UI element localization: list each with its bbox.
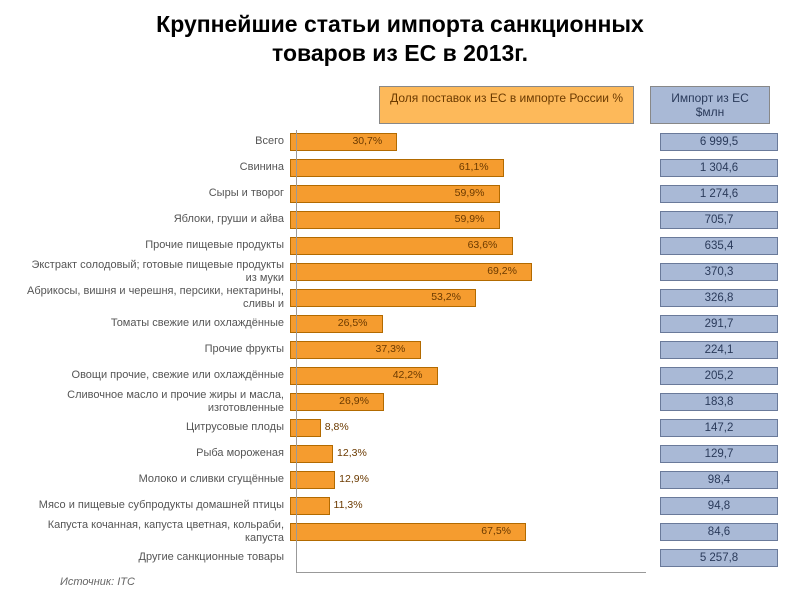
value-box: 183,8 bbox=[660, 393, 778, 411]
chart-row: Прочие фрукты 37,3% 224,1 bbox=[20, 338, 780, 362]
value-box: 98,4 bbox=[660, 471, 778, 489]
chart-row: Сыры и творог 59,9% 1 274,6 bbox=[20, 182, 780, 206]
bar-area: 59,9% bbox=[290, 211, 640, 229]
value-box: 370,3 bbox=[660, 263, 778, 281]
category-label: Всего bbox=[20, 135, 290, 147]
bar-value-label: 37,3% bbox=[376, 343, 406, 355]
category-label: Цитрусовые плоды bbox=[20, 421, 290, 433]
bar-area: 42,2% bbox=[290, 367, 640, 385]
category-label: Овощи прочие, свежие или охлаждённые bbox=[20, 369, 290, 381]
chart-row: Прочие пищевые продукты 63,6% 635,4 bbox=[20, 234, 780, 258]
bar-value-label: 67,5% bbox=[481, 525, 511, 537]
category-label: Свинина bbox=[20, 161, 290, 173]
chart-row: Абрикосы, вишня и черешня, персики, нект… bbox=[20, 286, 780, 310]
category-label: Рыба мороженая bbox=[20, 447, 290, 459]
chart-row: Экстракт солодовый; готовые пищевые прод… bbox=[20, 260, 780, 284]
title-line-2: товаров из ЕС в 2013г. bbox=[272, 40, 528, 66]
chart-row: Молоко и сливки сгущённые 12,9% 98,4 bbox=[20, 468, 780, 492]
bar-area: 30,7% bbox=[290, 133, 640, 151]
x-axis bbox=[296, 572, 646, 574]
category-label: Другие санкционные товары bbox=[20, 551, 290, 563]
bar-area: 67,5% bbox=[290, 523, 640, 541]
chart-row: Свинина 61,1% 1 304,6 bbox=[20, 156, 780, 180]
value-box: 84,6 bbox=[660, 523, 778, 541]
category-label: Экстракт солодовый; готовые пищевые прод… bbox=[20, 259, 290, 283]
bar-chart: Всего 30,7% 6 999,5 Свинина 61,1% 1 304,6 Сыры… bbox=[20, 130, 780, 570]
value-box: 705,7 bbox=[660, 211, 778, 229]
category-label: Томаты свежие или охлаждённые bbox=[20, 317, 290, 329]
chart-title: Крупнейшие статьи импорта санкционных то… bbox=[30, 10, 770, 68]
chart-row: Томаты свежие или охлаждённые 26,5% 291,7 bbox=[20, 312, 780, 336]
bar-area: 8,8% bbox=[290, 419, 640, 437]
bar-value-label: 42,2% bbox=[393, 369, 423, 381]
bar-value-label: 8,8% bbox=[325, 421, 349, 433]
chart-row: Сливочное масло и прочие жиры и масла, и… bbox=[20, 390, 780, 414]
value-box: 326,8 bbox=[660, 289, 778, 307]
bar-value-label: 11,3% bbox=[334, 499, 363, 511]
value-box: 94,8 bbox=[660, 497, 778, 515]
bar-value-label: 59,9% bbox=[455, 187, 485, 199]
bar-area: 69,2% bbox=[290, 263, 640, 281]
bar-value-label: 26,5% bbox=[338, 317, 368, 329]
chart-row: Капуста кочанная, капуста цветная, кольр… bbox=[20, 520, 780, 544]
title-line-1: Крупнейшие статьи импорта санкционных bbox=[156, 11, 644, 37]
bar-area: 26,9% bbox=[290, 393, 640, 411]
value-box: 1 274,6 bbox=[660, 185, 778, 203]
bar-value-label: 59,9% bbox=[455, 213, 485, 225]
bar-value-label: 63,6% bbox=[468, 239, 498, 251]
chart-row: Яблоки, груши и айва 59,9% 705,7 bbox=[20, 208, 780, 232]
legend: Доля поставок из ЕС в импорте России % И… bbox=[0, 86, 800, 124]
bar-area: 12,9% bbox=[290, 471, 640, 489]
bar bbox=[290, 419, 321, 437]
y-axis bbox=[296, 130, 297, 572]
bar-value-label: 30,7% bbox=[352, 135, 382, 147]
value-box: 6 999,5 bbox=[660, 133, 778, 151]
value-box: 224,1 bbox=[660, 341, 778, 359]
value-box: 147,2 bbox=[660, 419, 778, 437]
chart-row: Всего 30,7% 6 999,5 bbox=[20, 130, 780, 154]
chart-row: Овощи прочие, свежие или охлаждённые 42,2… bbox=[20, 364, 780, 388]
category-label: Прочие пищевые продукты bbox=[20, 239, 290, 251]
category-label: Сливочное масло и прочие жиры и масла, и… bbox=[20, 389, 290, 413]
chart-row: Рыба мороженая 12,3% 129,7 bbox=[20, 442, 780, 466]
bar-value-label: 53,2% bbox=[431, 291, 461, 303]
chart-row: Цитрусовые плоды 8,8% 147,2 bbox=[20, 416, 780, 440]
bar-value-label: 69,2% bbox=[487, 265, 517, 277]
bar-area bbox=[290, 549, 640, 567]
bar-area: 59,9% bbox=[290, 185, 640, 203]
value-box: 205,2 bbox=[660, 367, 778, 385]
bar-value-label: 12,9% bbox=[339, 473, 369, 485]
bar-value-label: 12,3% bbox=[337, 447, 367, 459]
category-label: Яблоки, груши и айва bbox=[20, 213, 290, 225]
bar-value-label: 61,1% bbox=[459, 161, 489, 173]
category-label: Прочие фрукты bbox=[20, 343, 290, 355]
value-box: 635,4 bbox=[660, 237, 778, 255]
category-label: Молоко и сливки сгущённые bbox=[20, 473, 290, 485]
category-label: Мясо и пищевые субпродукты домашней птиц… bbox=[20, 499, 290, 511]
value-box: 291,7 bbox=[660, 315, 778, 333]
bar-value-label: 26,9% bbox=[339, 395, 369, 407]
value-box: 129,7 bbox=[660, 445, 778, 463]
category-label: Абрикосы, вишня и черешня, персики, нект… bbox=[20, 285, 290, 309]
category-label: Сыры и творог bbox=[20, 187, 290, 199]
legend-orange: Доля поставок из ЕС в импорте России % bbox=[379, 86, 634, 124]
bar-area: 61,1% bbox=[290, 159, 640, 177]
bar bbox=[290, 315, 383, 333]
chart-row: Мясо и пищевые субпродукты домашней птиц… bbox=[20, 494, 780, 518]
bar-area: 53,2% bbox=[290, 289, 640, 307]
bar-area: 37,3% bbox=[290, 341, 640, 359]
legend-blue: Импорт из ЕС $млн bbox=[650, 86, 770, 124]
value-box: 5 257,8 bbox=[660, 549, 778, 567]
bar-area: 12,3% bbox=[290, 445, 640, 463]
bar-area: 26,5% bbox=[290, 315, 640, 333]
bar bbox=[290, 393, 384, 411]
bar-area: 11,3% bbox=[290, 497, 640, 515]
chart-row: Другие санкционные товары 5 257,8 bbox=[20, 546, 780, 570]
bar-area: 63,6% bbox=[290, 237, 640, 255]
source-label: Источник: ITC bbox=[60, 576, 800, 588]
value-box: 1 304,6 bbox=[660, 159, 778, 177]
category-label: Капуста кочанная, капуста цветная, кольр… bbox=[20, 519, 290, 543]
